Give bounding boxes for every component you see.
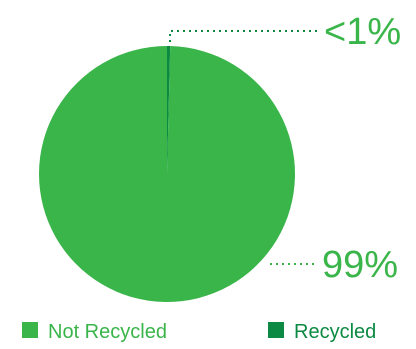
leader-line-recycled: [169, 30, 318, 42]
pie-slice-recycled: [167, 46, 171, 174]
legend-label-not-recycled: Not Recycled: [48, 321, 167, 343]
slice-label-not-recycled: 99%: [322, 244, 398, 286]
slice-label-recycled: <1%: [324, 11, 401, 53]
legend-swatch-not-recycled: [22, 322, 38, 338]
legend: Not Recycled Recycled: [22, 321, 376, 343]
legend-swatch-recycled: [268, 322, 284, 338]
pie-slice-not-recycled: [38, 46, 295, 302]
pie-slices: [38, 46, 295, 302]
legend-label-recycled: Recycled: [294, 321, 376, 343]
